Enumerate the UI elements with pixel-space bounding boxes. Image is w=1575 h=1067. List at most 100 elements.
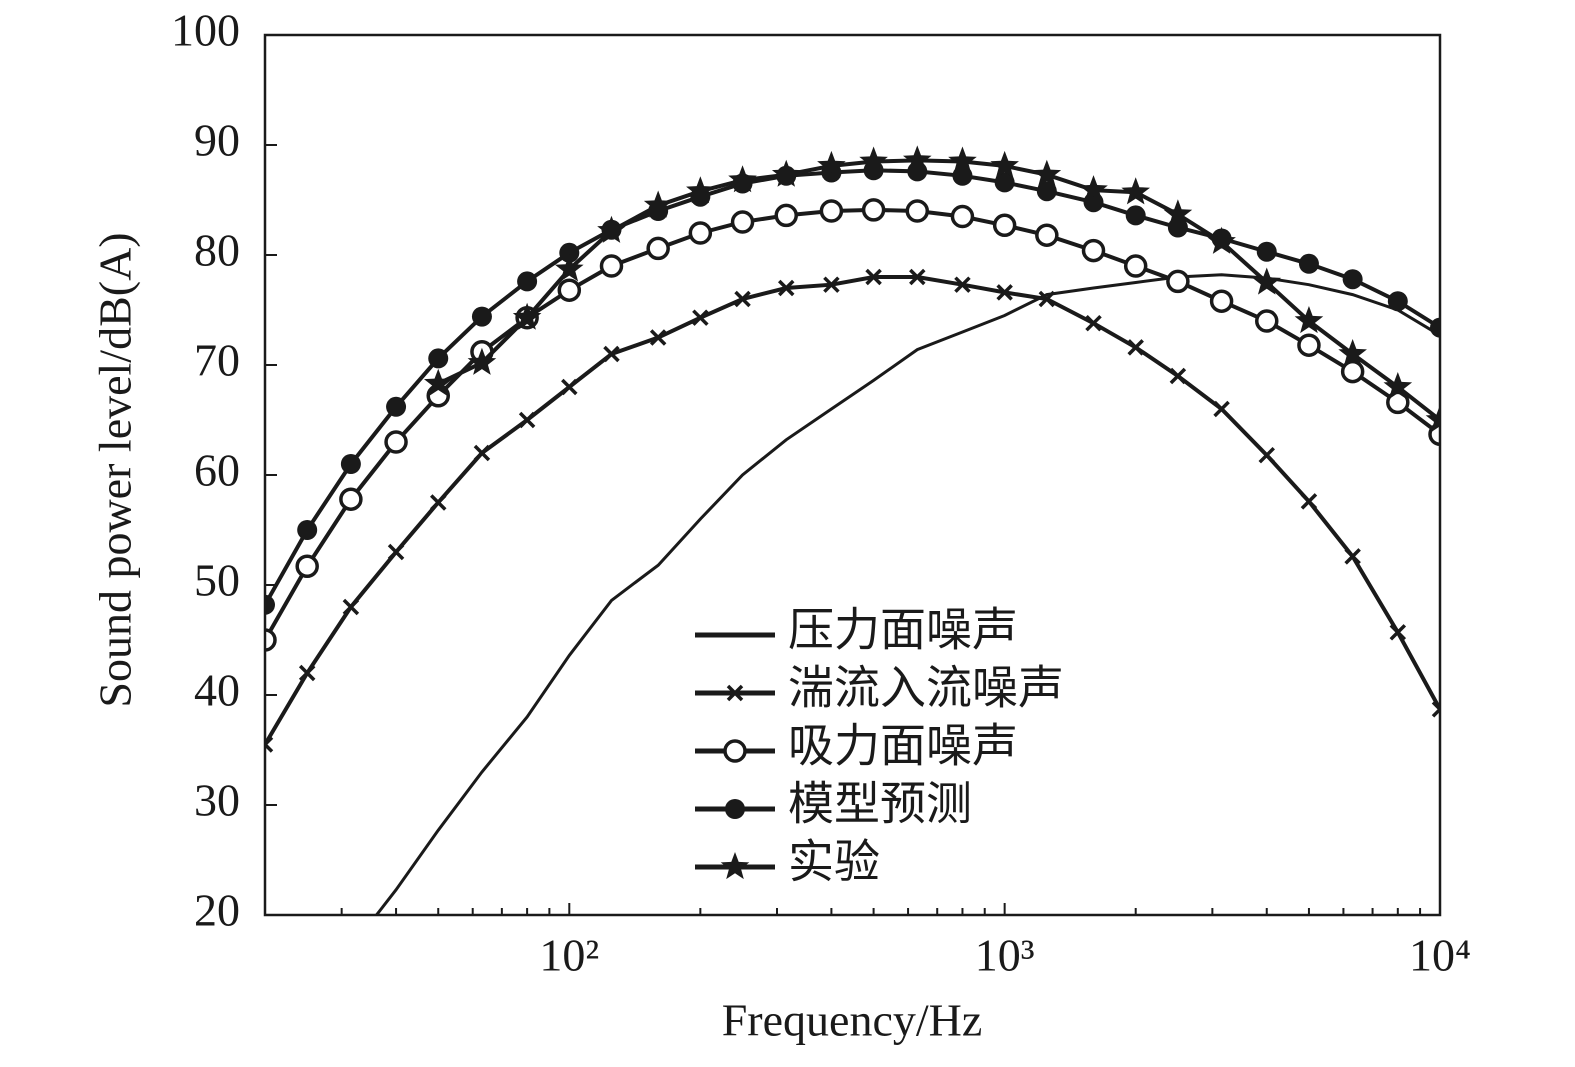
legend-label: 吸力面噪声 <box>788 721 1018 772</box>
point <box>597 215 626 243</box>
y-tick-label: 70 <box>194 335 240 386</box>
series-line <box>265 168 1440 606</box>
point <box>817 150 846 178</box>
legend-label: 模型预测 <box>788 779 972 830</box>
point <box>1127 339 1144 356</box>
point <box>559 242 580 263</box>
point <box>1344 548 1361 565</box>
point <box>467 347 497 375</box>
x-tick-label: 10⁴ <box>1409 930 1471 981</box>
point <box>948 146 977 174</box>
point <box>428 348 449 369</box>
point <box>1123 254 1148 278</box>
y-tick-label: 90 <box>194 115 240 166</box>
point <box>471 306 492 327</box>
point <box>646 236 670 261</box>
legend-label: 湍流入流噪声 <box>788 663 1064 714</box>
point <box>950 204 975 229</box>
series-line <box>437 158 1440 422</box>
y-tick-label: 50 <box>194 555 240 606</box>
point <box>1213 400 1230 418</box>
y-tick-label: 20 <box>194 885 240 936</box>
point <box>859 146 888 174</box>
point <box>865 268 882 286</box>
point <box>905 199 930 223</box>
point <box>339 487 363 511</box>
point <box>1298 253 1319 274</box>
point <box>1255 309 1279 333</box>
legend-marker <box>720 852 750 880</box>
legend-marker <box>725 799 745 819</box>
point <box>692 309 709 326</box>
point <box>1032 159 1062 187</box>
point <box>554 254 584 282</box>
point <box>728 165 757 193</box>
legend-marker <box>723 739 747 763</box>
point <box>730 210 755 234</box>
point <box>778 279 795 297</box>
point <box>430 494 447 511</box>
point <box>387 543 405 561</box>
point <box>1079 175 1108 203</box>
y-axis-label: Sound power level/dB(A) <box>90 232 141 707</box>
point <box>1383 372 1413 400</box>
point <box>1338 339 1367 367</box>
point <box>686 176 715 204</box>
point <box>1258 446 1275 464</box>
point <box>518 411 536 429</box>
legend-label: 实验 <box>788 837 880 888</box>
point <box>423 368 453 396</box>
y-tick-label: 60 <box>194 445 240 496</box>
point <box>823 276 840 293</box>
point <box>298 664 316 682</box>
point <box>473 444 491 462</box>
x-tick-label: 10² <box>539 930 599 981</box>
point <box>819 199 844 223</box>
point <box>649 329 667 346</box>
point <box>1166 269 1190 294</box>
plot-frame <box>263 33 1442 917</box>
series-line <box>265 207 1440 641</box>
point <box>1430 317 1440 338</box>
point <box>1389 624 1407 641</box>
point <box>1085 314 1102 332</box>
point <box>384 430 408 454</box>
y-tick-label: 80 <box>194 225 240 276</box>
point <box>994 172 1015 193</box>
point <box>954 276 971 293</box>
point <box>1340 359 1365 384</box>
point <box>990 150 1019 178</box>
point <box>771 159 801 187</box>
y-tick-label: 40 <box>194 665 240 716</box>
point <box>557 278 582 302</box>
point <box>297 520 318 540</box>
point <box>517 271 538 292</box>
series-line <box>374 273 1440 915</box>
point <box>1300 493 1318 510</box>
point <box>386 396 407 417</box>
y-tick-label: 30 <box>194 775 240 826</box>
point <box>902 145 932 173</box>
point <box>561 378 578 396</box>
y-tick-label: 100 <box>171 5 240 56</box>
point <box>265 736 274 753</box>
point <box>340 454 361 474</box>
plot-area <box>265 145 1440 915</box>
legend-label: 压力面噪声 <box>788 605 1018 656</box>
point <box>342 598 360 616</box>
point <box>861 198 886 222</box>
series-line <box>265 275 1440 746</box>
point <box>1038 290 1056 308</box>
point <box>996 284 1013 301</box>
point <box>512 302 542 330</box>
point <box>1252 267 1282 295</box>
point <box>1209 289 1234 313</box>
point <box>1387 291 1408 312</box>
point <box>734 290 751 308</box>
point <box>1425 405 1440 433</box>
point <box>1169 367 1187 385</box>
point <box>1256 241 1277 262</box>
point <box>1125 205 1146 226</box>
point <box>1294 306 1324 334</box>
